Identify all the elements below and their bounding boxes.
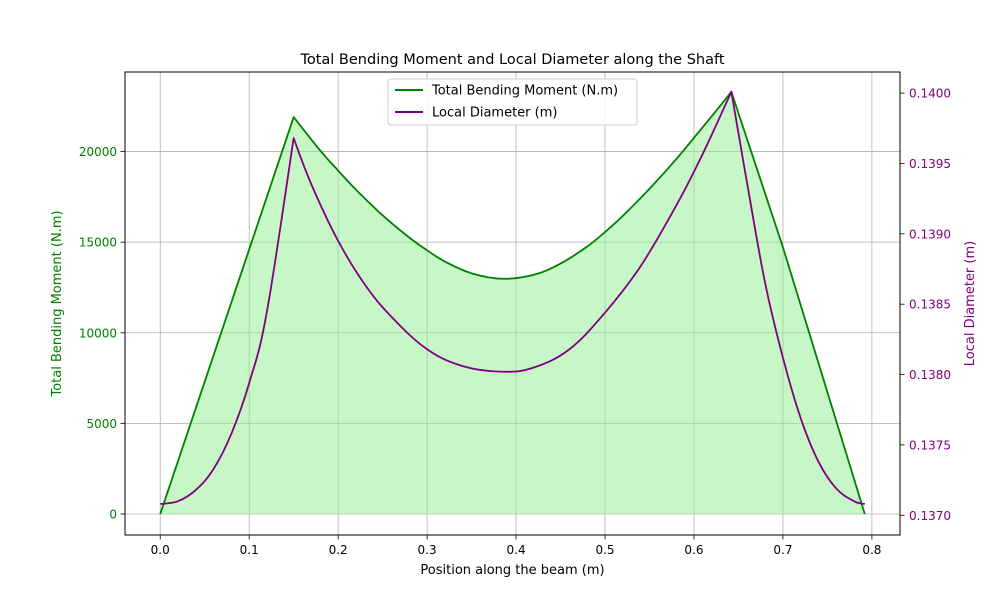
right-y-axis: 0.1370 0.1375 0.1380 0.1385 0.1390 0.1395 0.14…: [900, 87, 951, 523]
right-y-tick-label: 0.1395: [909, 157, 951, 171]
left-y-axis-label: Total Bending Moment (N.m): [50, 210, 65, 397]
left-y-tick-label: 15000: [79, 236, 117, 250]
left-y-tick-label: 10000: [79, 326, 117, 340]
right-y-axis-label: Local Diameter (m): [963, 241, 978, 366]
series-lines: [159, 90, 866, 515]
plot-frame: [124, 71, 901, 536]
legend-box: [387, 78, 638, 126]
right-y-tick-label: 0.1390: [909, 227, 951, 241]
local-diameter-line: [160, 90, 866, 505]
x-tick-label: 0.6: [684, 543, 703, 557]
x-tick-label: 0.0: [151, 543, 170, 557]
left-y-tick-label: 5000: [86, 417, 117, 431]
fill-area: [160, 91, 865, 514]
left-y-axis: 0 5000 10000 15000 20000: [79, 145, 125, 521]
x-axis: 0.0 0.1 0.2 0.3 0.4 0.5 0.6 0.7 0.8: [151, 535, 881, 557]
bending-moment-line: [159, 90, 866, 515]
x-tick-label: 0.7: [773, 543, 792, 557]
legend-label-bending-moment: Total Bending Moment (N.m): [431, 84, 618, 99]
left-y-tick-label: 0: [109, 507, 117, 521]
left-y-tick-label: 20000: [79, 145, 117, 159]
right-y-tick-label: 0.1400: [909, 87, 951, 101]
x-tick-label: 0.1: [240, 543, 259, 557]
bending-moment-area: [160, 91, 865, 514]
legend-label-local-diameter: Local Diameter (m): [432, 106, 557, 121]
right-y-tick-label: 0.1385: [909, 298, 951, 312]
x-tick-label: 0.3: [418, 543, 437, 557]
x-tick-label: 0.2: [329, 543, 348, 557]
right-y-tick-label: 0.1380: [909, 368, 951, 382]
legend: Total Bending Moment (N.m) Local Diamete…: [387, 78, 638, 126]
x-tick-label: 0.8: [862, 543, 881, 557]
x-tick-label: 0.5: [595, 543, 614, 557]
x-axis-label: Position along the beam (m): [420, 563, 604, 578]
right-y-tick-label: 0.1375: [909, 438, 951, 452]
x-tick-label: 0.4: [507, 543, 526, 557]
right-y-tick-label: 0.1370: [909, 509, 951, 523]
chart-title: Total Bending Moment and Local Diameter …: [299, 52, 724, 68]
